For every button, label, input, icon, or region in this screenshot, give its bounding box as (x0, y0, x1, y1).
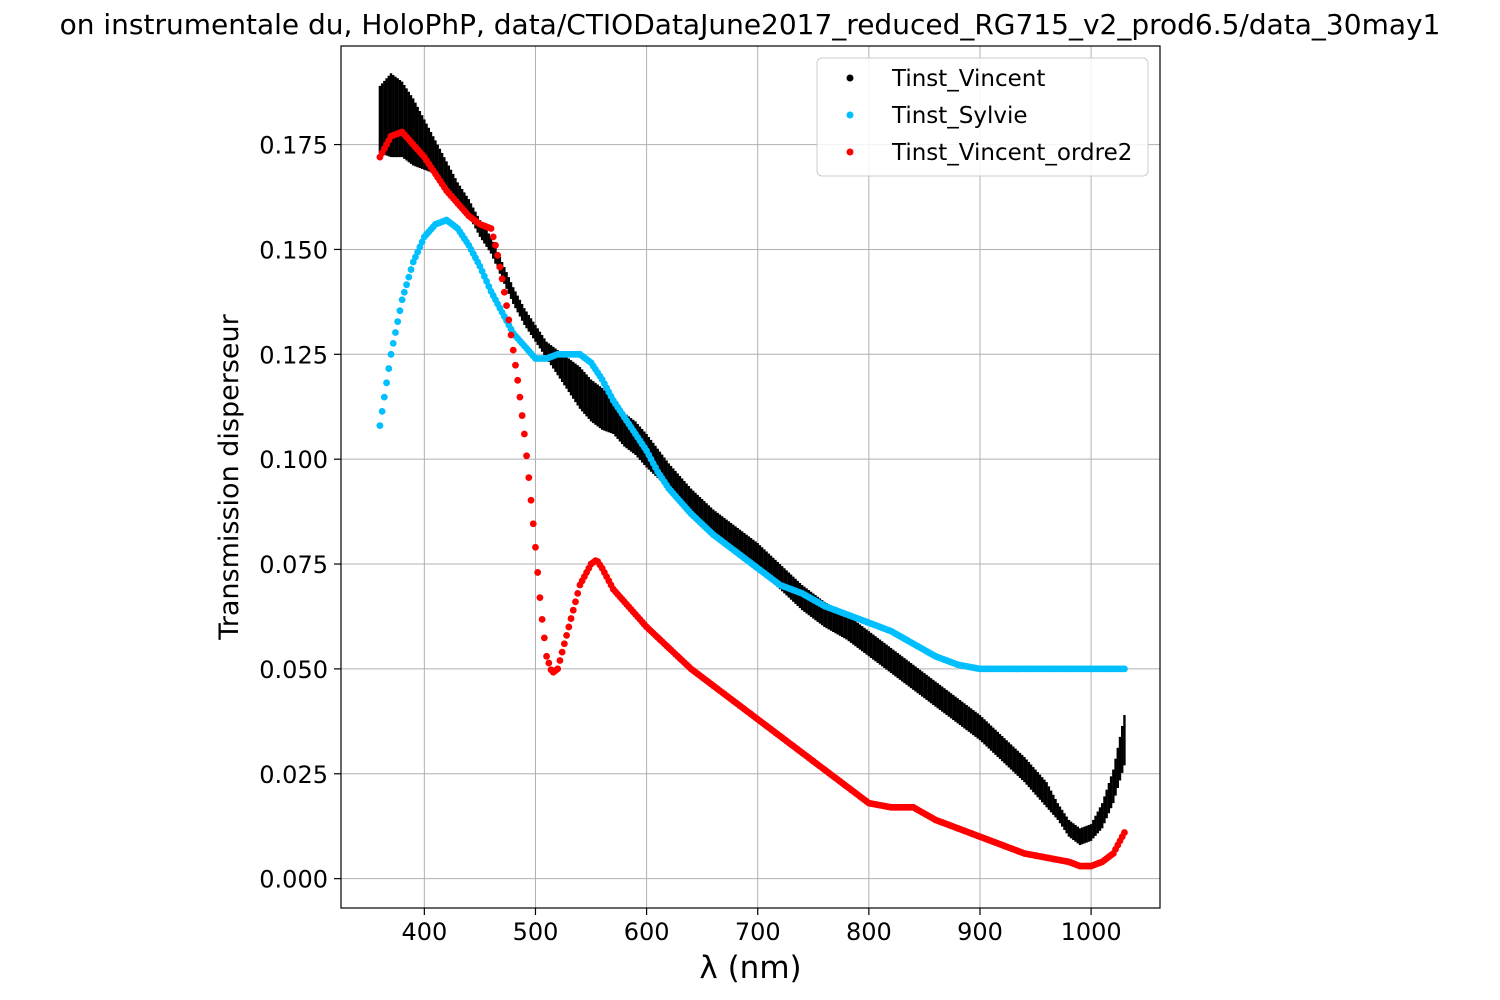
legend-marker (846, 111, 854, 119)
data-point (554, 665, 562, 673)
x-tick-label: 400 (401, 918, 447, 946)
data-point (518, 412, 526, 419)
data-point (403, 281, 410, 289)
data-point (385, 365, 393, 372)
data-point (396, 307, 404, 315)
data-point (376, 422, 384, 430)
data-point (514, 376, 522, 384)
data-point (534, 569, 542, 576)
legend-marker (846, 148, 854, 156)
data-point (400, 288, 408, 296)
x-tick-label: 600 (624, 918, 670, 946)
data-point (512, 361, 519, 369)
data-point (532, 543, 539, 551)
legend-label: Tinst_Vincent (891, 66, 1045, 92)
legend-marker (846, 74, 854, 82)
data-point (1121, 665, 1128, 673)
data-point (525, 474, 533, 482)
data-point (380, 393, 388, 401)
data-point (509, 346, 517, 354)
data-point (500, 288, 508, 296)
legend-label: Tinst_Vincent_ordre2 (891, 140, 1132, 166)
data-point (487, 225, 495, 232)
y-tick-label: 0.125 (259, 341, 328, 369)
chart-title: on instrumentale du, HoloPhP, data/CTIOD… (59, 8, 1441, 41)
data-point (394, 318, 402, 325)
data-point (383, 379, 390, 387)
data-point (407, 266, 415, 273)
data-point (507, 331, 515, 339)
data-point (498, 275, 506, 283)
data-point (392, 329, 399, 336)
data-point (572, 598, 579, 606)
data-point (574, 590, 582, 597)
data-point (378, 407, 386, 415)
data-point (505, 316, 513, 324)
y-tick-label: 0.150 (259, 236, 328, 264)
data-point (563, 631, 570, 639)
y-axis-label: Transmission disperseur (214, 313, 245, 640)
data-point (560, 640, 568, 648)
data-point (523, 452, 530, 460)
title-area: on instrumentale du, HoloPhP, data/CTIOD… (0, 0, 1500, 60)
data-point (516, 393, 524, 401)
axes-frame (340, 45, 1161, 909)
axis-ticks: 400 500 600 700 800 900 1000 0.000 0.025 0.050 0.0… (259, 132, 1121, 946)
x-axis-label: λ (nm) (699, 950, 801, 986)
data-point (556, 657, 564, 664)
legend-box (816, 57, 1149, 177)
y-tick-label: 0.100 (259, 446, 328, 474)
data-point (387, 350, 395, 358)
legend: Tinst_Vincent Tinst_Sylvie Tinst_Vincent_o… (816, 57, 1149, 177)
data-point (520, 430, 528, 438)
data-point (538, 616, 546, 623)
y-tick-label: 0.025 (259, 761, 328, 789)
data-point (567, 615, 575, 622)
x-tick-label: 500 (513, 918, 559, 946)
data-point (503, 302, 510, 310)
data-point (405, 273, 413, 281)
data-point (536, 594, 544, 601)
y-tick-label: 0.175 (259, 132, 328, 160)
data-point (389, 340, 397, 347)
series-Tinst_Sylvie (376, 216, 1128, 673)
y-tick-label: 0.050 (259, 656, 328, 684)
data-point (1121, 829, 1128, 836)
data-point (489, 233, 497, 241)
data-point (494, 251, 502, 259)
data-point (558, 648, 566, 656)
plot-area (376, 73, 1128, 870)
data-point (545, 659, 553, 667)
data-point (398, 296, 406, 304)
legend-label: Tinst_Sylvie (891, 103, 1028, 129)
data-point (492, 241, 499, 249)
series-Tinst_Vincent_ordre2 (376, 128, 1128, 870)
y-tick-label: 0.075 (259, 551, 328, 579)
x-tick-label: 700 (735, 918, 781, 946)
y-tick-label: 0.000 (259, 866, 328, 894)
x-tick-label: 1000 (1061, 918, 1122, 946)
data-point (496, 263, 504, 271)
data-point (569, 606, 577, 614)
data-point (527, 496, 535, 504)
x-tick-label: 800 (846, 918, 892, 946)
data-point (540, 634, 548, 642)
data-point (529, 520, 537, 528)
x-tick-label: 900 (957, 918, 1003, 946)
data-point (543, 652, 550, 660)
data-point (565, 623, 573, 631)
